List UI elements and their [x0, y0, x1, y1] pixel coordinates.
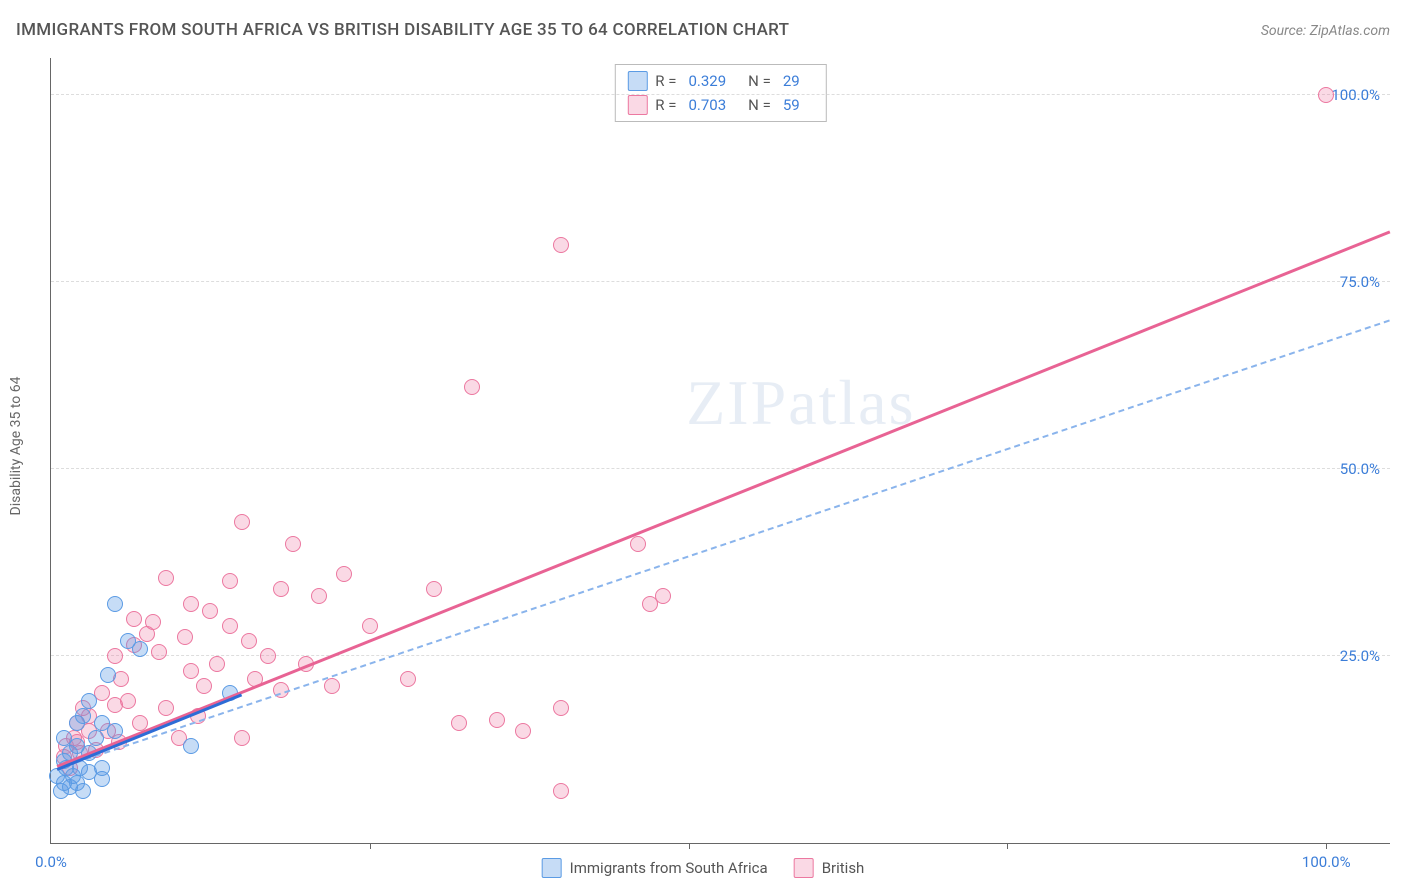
ytick-label: 50.0%: [1340, 460, 1380, 478]
data-point: [81, 693, 97, 709]
plot-area: ZIPatlas R = 0.329 N = 29 R = 0.703 N = …: [50, 58, 1390, 844]
data-point: [120, 693, 136, 709]
data-point: [107, 648, 123, 664]
legend-stats: R = 0.329 N = 29 R = 0.703 N = 59: [614, 64, 826, 122]
data-point: [241, 633, 257, 649]
data-point: [489, 712, 505, 728]
data-point: [107, 723, 123, 739]
data-point: [196, 678, 212, 694]
ytick-label: 100.0%: [1331, 86, 1380, 104]
xtick-mark: [689, 843, 690, 849]
legend-item-pink: British: [794, 858, 865, 878]
source-attribution: Source: ZipAtlas.com: [1261, 23, 1390, 39]
data-point: [336, 566, 352, 582]
swatch-blue-icon: [627, 71, 647, 91]
data-point: [145, 614, 161, 630]
data-point: [234, 730, 250, 746]
data-point: [464, 379, 480, 395]
data-point: [100, 667, 116, 683]
data-point: [94, 771, 110, 787]
data-point: [285, 536, 301, 552]
correlation-chart: IMMIGRANTS FROM SOUTH AFRICA VS BRITISH …: [0, 0, 1406, 892]
data-point: [311, 588, 327, 604]
ytick-label: 75.0%: [1340, 273, 1380, 291]
data-point: [209, 656, 225, 672]
chart-title: IMMIGRANTS FROM SOUTH AFRICA VS BRITISH …: [16, 20, 789, 40]
legend-series: Immigrants from South Africa British: [542, 858, 865, 878]
data-point: [88, 730, 104, 746]
legend-label-blue: Immigrants from South Africa: [570, 859, 768, 877]
r-label: R =: [655, 96, 676, 114]
legend-item-blue: Immigrants from South Africa: [542, 858, 768, 878]
data-point: [324, 678, 340, 694]
n-value-pink: 59: [783, 96, 800, 114]
data-point: [202, 603, 218, 619]
xtick-label: 0.0%: [35, 853, 67, 871]
data-point: [234, 514, 250, 530]
gridline-h: [51, 655, 1390, 656]
data-point: [132, 641, 148, 657]
gridline-h: [51, 281, 1390, 282]
watermark: ZIPatlas: [686, 366, 915, 440]
data-point: [655, 588, 671, 604]
data-point: [107, 596, 123, 612]
title-bar: IMMIGRANTS FROM SOUTH AFRICA VS BRITISH …: [16, 20, 1390, 40]
swatch-pink-icon: [794, 858, 814, 878]
data-point: [183, 663, 199, 679]
data-point: [400, 671, 416, 687]
regression-line: [57, 230, 1391, 767]
data-point: [177, 629, 193, 645]
data-point: [630, 536, 646, 552]
gridline-h: [51, 468, 1390, 469]
data-point: [75, 708, 91, 724]
xtick-mark: [1007, 843, 1008, 849]
data-point: [260, 648, 276, 664]
n-value-blue: 29: [783, 72, 800, 90]
regression-line: [57, 320, 1390, 770]
data-point: [451, 715, 467, 731]
data-point: [183, 596, 199, 612]
data-point: [158, 700, 174, 716]
data-point: [222, 618, 238, 634]
data-point: [126, 611, 142, 627]
y-axis-label: Disability Age 35 to 64: [8, 377, 24, 516]
data-point: [75, 783, 91, 799]
legend-label-pink: British: [822, 859, 865, 877]
swatch-pink-icon: [627, 95, 647, 115]
data-point: [151, 644, 167, 660]
gridline-h: [51, 94, 1390, 95]
xtick-label: 100.0%: [1302, 853, 1351, 871]
xtick-mark: [1326, 843, 1327, 849]
data-point: [426, 581, 442, 597]
r-value-pink: 0.703: [688, 96, 726, 114]
data-point: [553, 783, 569, 799]
ytick-label: 25.0%: [1340, 647, 1380, 665]
data-point: [362, 618, 378, 634]
data-point: [222, 573, 238, 589]
r-label: R =: [655, 72, 676, 90]
data-point: [1318, 87, 1334, 103]
n-label: N =: [748, 72, 771, 90]
data-point: [273, 581, 289, 597]
data-point: [515, 723, 531, 739]
swatch-blue-icon: [542, 858, 562, 878]
data-point: [158, 570, 174, 586]
r-value-blue: 0.329: [688, 72, 726, 90]
data-point: [553, 700, 569, 716]
data-point: [183, 738, 199, 754]
legend-row-pink: R = 0.703 N = 59: [627, 93, 813, 117]
legend-row-blue: R = 0.329 N = 29: [627, 69, 813, 93]
data-point: [553, 237, 569, 253]
xtick-mark: [370, 843, 371, 849]
n-label: N =: [748, 96, 771, 114]
